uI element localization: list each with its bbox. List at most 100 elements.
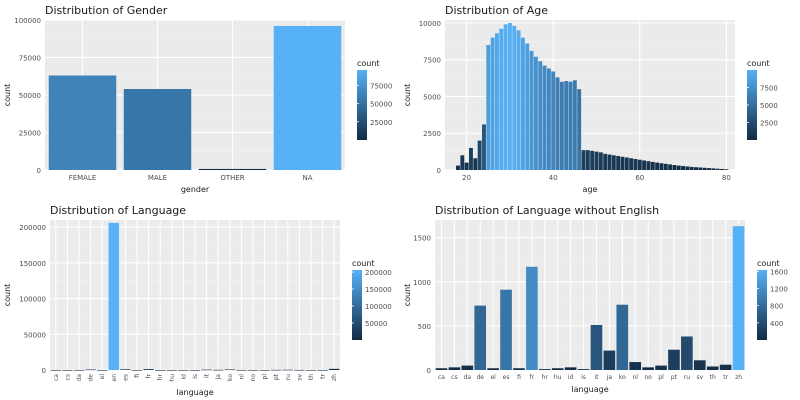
- bar-age-48: [585, 150, 590, 170]
- legend-tick-label: 25000: [370, 119, 392, 127]
- x-tick-label: id: [568, 374, 574, 381]
- bar-age-65: [659, 163, 664, 170]
- bar-age-38: [542, 65, 547, 170]
- bar-de: [474, 305, 487, 370]
- legend-title: count: [357, 59, 380, 68]
- x-axis-label: age: [583, 185, 598, 194]
- x-tick-label: en: [111, 374, 118, 382]
- chart-title: Distribution of Language without English: [435, 204, 659, 217]
- y-tick-label: 0: [427, 367, 431, 375]
- x-tick-label: fi: [517, 374, 521, 381]
- bar-is: [189, 369, 201, 371]
- bar-it: [590, 325, 603, 370]
- x-tick-label: 60: [635, 174, 644, 182]
- bar-id: [564, 367, 577, 370]
- x-tick-label: pl: [658, 374, 664, 381]
- x-tick-label: sv: [296, 374, 303, 381]
- y-tick-label: 0: [37, 167, 41, 175]
- bar-age-56: [620, 156, 625, 170]
- x-tick-label: FEMALE: [69, 174, 97, 182]
- x-tick-label: el: [99, 374, 106, 380]
- legend-tick-label: 150000: [365, 286, 392, 294]
- bar-age-21: [469, 147, 473, 170]
- x-tick-label: hu: [169, 374, 176, 382]
- legend-tick-label: 50000: [365, 320, 387, 328]
- x-tick-label: cs: [451, 374, 457, 381]
- x-tick-label: cs: [64, 374, 71, 380]
- x-tick-label: is: [192, 374, 199, 379]
- y-tick-label: 100000: [14, 17, 41, 25]
- x-tick-label: ca: [438, 374, 445, 381]
- bar-age-76: [707, 168, 711, 170]
- bar-age-74: [698, 167, 703, 170]
- bar-age-37: [538, 61, 543, 171]
- bar-no: [247, 369, 259, 371]
- bar-fi: [513, 368, 525, 370]
- bar-age-26: [490, 37, 495, 170]
- bar-age-22: [473, 158, 478, 170]
- y-tick-label: 75000: [19, 55, 41, 63]
- bar-age-57: [624, 157, 629, 170]
- bar-hu: [551, 368, 564, 370]
- bar-age-27: [494, 33, 499, 171]
- age-chart-panel: 0 2500 5000 7500 10000 20 40 60 80 Distribution o…: [400, 0, 800, 200]
- x-tick-label: ru: [684, 374, 690, 381]
- y-tick-label: 25000: [19, 130, 41, 138]
- bar-cs: [62, 369, 73, 371]
- legend-tick-label: 100000: [365, 303, 392, 311]
- bar-age-72: [689, 166, 694, 170]
- x-tick-label: da: [76, 374, 83, 382]
- bar-ko: [616, 304, 629, 370]
- x-tick-label: ko: [227, 374, 234, 381]
- x-tick-label: 20: [462, 174, 471, 182]
- y-tick-label: 50000: [19, 92, 41, 100]
- y-tick-label: 1500: [413, 235, 431, 243]
- bar-age-32: [516, 30, 521, 171]
- x-tick-label: no: [644, 374, 652, 381]
- x-tick-label: sv: [696, 374, 703, 381]
- legend-colorbar: [747, 70, 757, 140]
- bar-age-63: [650, 161, 655, 170]
- gender-chart-svg: 0 25000 50000 75000 100000 FEMALE MALE OTHER NA D…: [3, 4, 392, 194]
- x-tick-label: es: [503, 374, 510, 381]
- legend-tick-label: 1600: [770, 268, 788, 276]
- legend-title: count: [352, 259, 375, 268]
- bar-age-33: [520, 37, 525, 170]
- chart-title: Distribution of Language: [50, 204, 186, 217]
- bar-age-61: [642, 160, 647, 170]
- bar-age-24: [482, 124, 486, 170]
- x-tick-label: fr: [530, 374, 535, 381]
- x-tick-label: fi: [134, 374, 141, 378]
- bar-age-46: [577, 89, 582, 170]
- y-tick-label: 150000: [19, 260, 46, 268]
- legend-tick-label: 2500: [760, 120, 778, 128]
- bar-age-70: [681, 166, 686, 170]
- bar-age-41: [555, 77, 560, 170]
- bar-age-35: [529, 50, 534, 170]
- bar-pt: [270, 369, 282, 371]
- bar-OTHER: [198, 168, 267, 170]
- x-tick-label: de: [476, 374, 484, 381]
- bar-age-79: [720, 168, 724, 170]
- bar-age-58: [629, 158, 634, 170]
- y-tick-label: 100000: [19, 296, 46, 304]
- bar-es: [500, 289, 512, 370]
- bar-MALE: [123, 89, 192, 170]
- bar-is: [577, 369, 590, 370]
- bar-hr: [154, 369, 166, 371]
- language-chart-panel: 0 50000 100000 150000 200000 ca cs da de el en es fi…: [0, 200, 400, 400]
- bar-age-25: [486, 45, 491, 170]
- bar-nl: [236, 369, 247, 371]
- bar-it: [201, 369, 212, 371]
- x-tick-label: pl: [262, 374, 269, 380]
- x-tick-label: hr: [157, 373, 164, 380]
- x-tick-label: id: [180, 374, 187, 380]
- bar-en: [108, 222, 120, 370]
- bar-age-53: [607, 154, 612, 170]
- bar-no: [642, 367, 654, 370]
- bar-age-42: [559, 81, 564, 170]
- legend-tick-label: 800: [770, 303, 783, 311]
- bar-tr: [317, 369, 328, 371]
- x-tick-label: 40: [549, 174, 558, 182]
- x-tick-label: ca: [53, 374, 60, 381]
